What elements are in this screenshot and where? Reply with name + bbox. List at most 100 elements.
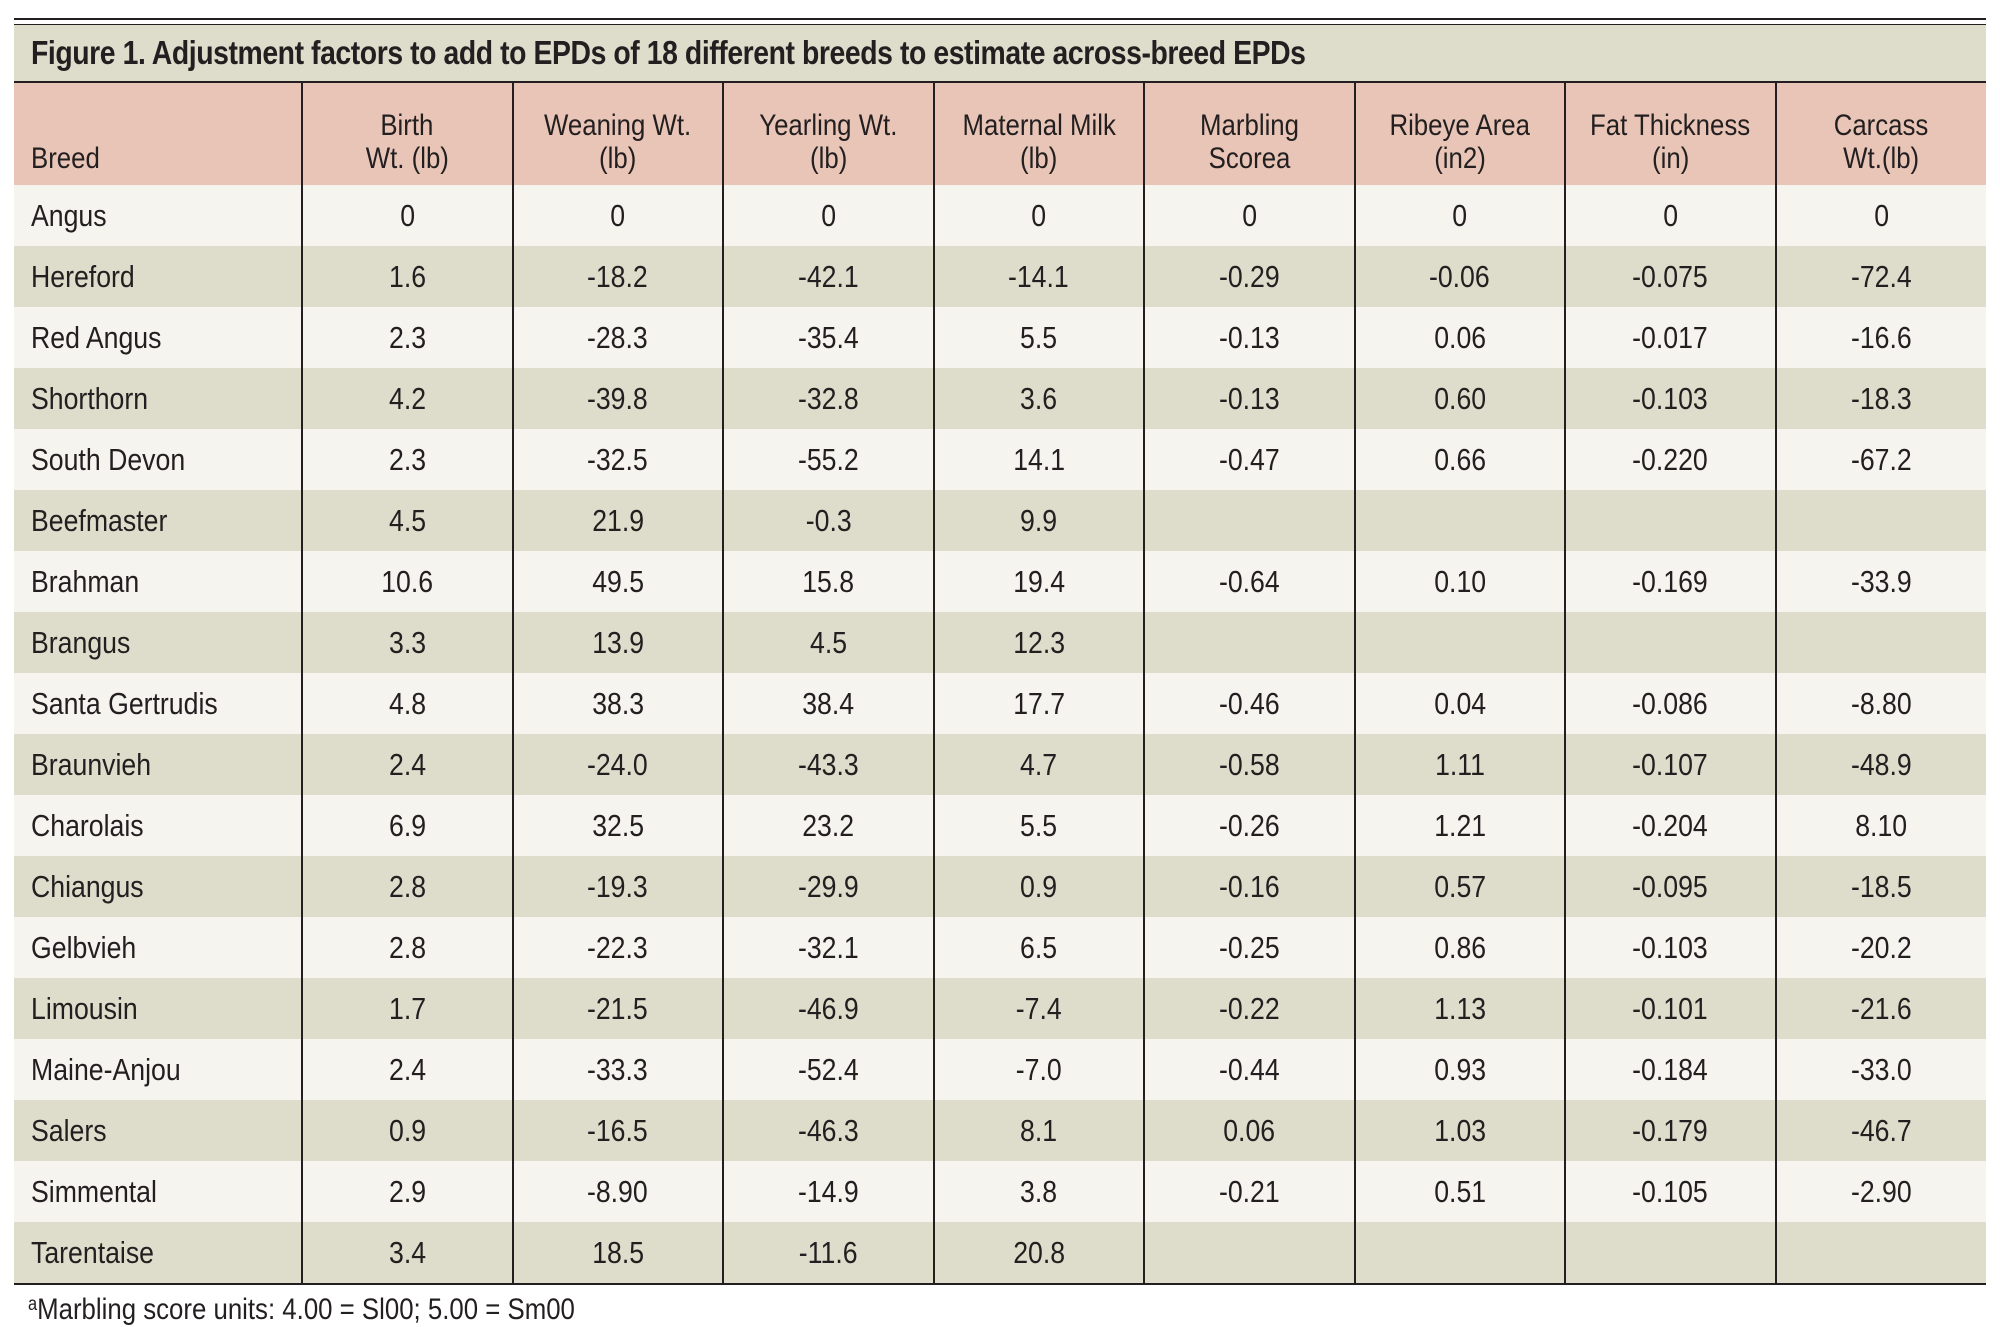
breed-cell: Simmental [14,1161,302,1222]
top-rule-thin [14,24,1986,25]
cell-value: -33.9 [1850,563,1912,599]
breed-name: Charolais [31,807,144,843]
value-cell: 1.21 [1353,795,1565,856]
cell-value: 1.7 [388,990,426,1026]
value-cell: 0.86 [1353,917,1565,978]
cell-value: 38.4 [802,685,855,721]
value-cell: 6.5 [932,917,1144,978]
breed-name: Brangus [31,624,131,660]
table-row: Angus 0 0 0 0 0 0 0 0 [14,185,1986,246]
value-cell [1774,1222,1986,1283]
cell-value: 4.7 [1020,746,1058,782]
value-cell: 8.1 [932,1100,1144,1161]
cell-value: 3.6 [1020,380,1058,416]
table-row: Santa Gertrudis 4.8 38.3 38.4 17.7 -0.46 0.04 -… [14,673,1986,734]
cell-value: 6.5 [1020,929,1058,965]
breed-name: Hereford [31,258,135,294]
cell-value: -0.13 [1218,319,1280,355]
value-cell [1143,612,1355,673]
value-cell: -0.29 [1143,246,1355,307]
cell-value: 0 [1662,197,1678,233]
value-cell: 0.57 [1353,856,1565,917]
cell-value: 23.2 [802,807,855,843]
cell-value: -32.8 [797,380,859,416]
cell-value: -0.3 [805,502,852,538]
value-cell: -0.22 [1143,978,1355,1039]
value-cell: -32.5 [511,429,723,490]
value-cell [1564,612,1776,673]
cell-value: 15.8 [802,563,855,599]
breed-name: Santa Gertrudis [31,685,218,721]
value-cell: 1.03 [1353,1100,1565,1161]
column-header: Ribeye Area (in2) [1353,83,1565,185]
breed-name: Salers [31,1112,107,1148]
breed-cell: Limousin [14,978,302,1039]
column-header-line: Wt.(lb) [1843,142,1920,175]
cell-value: -0.103 [1632,380,1709,416]
value-cell: -0.26 [1143,795,1355,856]
value-cell: -21.5 [511,978,723,1039]
footnote-text: Marbling score units: 4.00 = Sl00; 5.00 … [37,1293,575,1326]
breed-name: Simmental [31,1173,157,1209]
cell-value: -33.0 [1850,1051,1912,1087]
cell-value: -32.5 [587,441,649,477]
cell-value: -28.3 [587,319,649,355]
column-header-line: Marbling [1199,109,1299,142]
cell-value: 3.3 [388,624,426,660]
value-cell: 1.6 [301,246,513,307]
value-cell: -2.90 [1774,1161,1986,1222]
value-cell: 4.5 [301,490,513,551]
cell-value: -35.4 [797,319,859,355]
value-cell: -0.58 [1143,734,1355,795]
cell-value: -0.086 [1632,685,1709,721]
value-cell [1353,612,1565,673]
breed-cell: Gelbvieh [14,917,302,978]
cell-value: 4.5 [388,502,426,538]
value-cell: 4.2 [301,368,513,429]
table-row: Hereford 1.6 -18.2 -42.1 -14.1 -0.29 -0.06 -0.0… [14,246,1986,307]
cell-value: 0 [399,197,415,233]
value-cell: 19.4 [932,551,1144,612]
cell-value: -43.3 [797,746,859,782]
cell-value: -0.184 [1632,1051,1709,1087]
cell-value: 2.4 [388,746,426,782]
cell-value: 0.06 [1433,319,1486,355]
table-body: Angus 0 0 0 0 0 0 0 0 Hereford 1.6 -18.2 -42.1 -14.1 -… [14,185,1986,1283]
value-cell: -33.3 [511,1039,723,1100]
value-cell: -0.017 [1564,307,1776,368]
breed-cell: Braunvieh [14,734,302,795]
column-header-line: Ribeye Area [1389,109,1531,142]
value-cell: 1.11 [1353,734,1565,795]
cell-value: 2.8 [388,868,426,904]
value-cell: -0.086 [1564,673,1776,734]
breed-cell: Red Angus [14,307,302,368]
value-cell: 2.8 [301,917,513,978]
epd-adjustment-table: Breed Birth Wt. (lb) Weaning Wt. (lb) Yearlin… [14,83,1986,1283]
cell-value: 17.7 [1012,685,1065,721]
value-cell: -0.103 [1564,368,1776,429]
breed-name: Maine-Anjou [31,1051,181,1087]
value-cell: 21.9 [511,490,723,551]
cell-value: -0.29 [1218,258,1280,294]
value-cell [1143,1222,1355,1283]
value-cell: -11.6 [722,1222,934,1283]
cell-value: -52.4 [797,1051,859,1087]
cell-value: -48.9 [1850,746,1912,782]
table-row: Brangus 3.3 13.9 4.5 12.3 [14,612,1986,673]
cell-value: -16.6 [1850,319,1912,355]
breed-cell: Tarentaise [14,1222,302,1283]
cell-value: -0.58 [1218,746,1280,782]
cell-value: -0.22 [1218,990,1280,1026]
cell-value: -46.3 [797,1112,859,1148]
value-cell: 0.51 [1353,1161,1565,1222]
column-header-line: Maternal Milk [962,109,1116,142]
table-row: Tarentaise 3.4 18.5 -11.6 20.8 [14,1222,1986,1283]
cell-value: 2.3 [388,441,426,477]
value-cell: -0.179 [1564,1100,1776,1161]
table-row: Gelbvieh 2.8 -22.3 -32.1 6.5 -0.25 0.86 -0.103 -… [14,917,1986,978]
value-cell: -0.220 [1564,429,1776,490]
cell-value: -0.13 [1218,380,1280,416]
value-cell: 0.93 [1353,1039,1565,1100]
table-row: Brahman 10.6 49.5 15.8 19.4 -0.64 0.10 -0.169 -3… [14,551,1986,612]
value-cell: 10.6 [301,551,513,612]
